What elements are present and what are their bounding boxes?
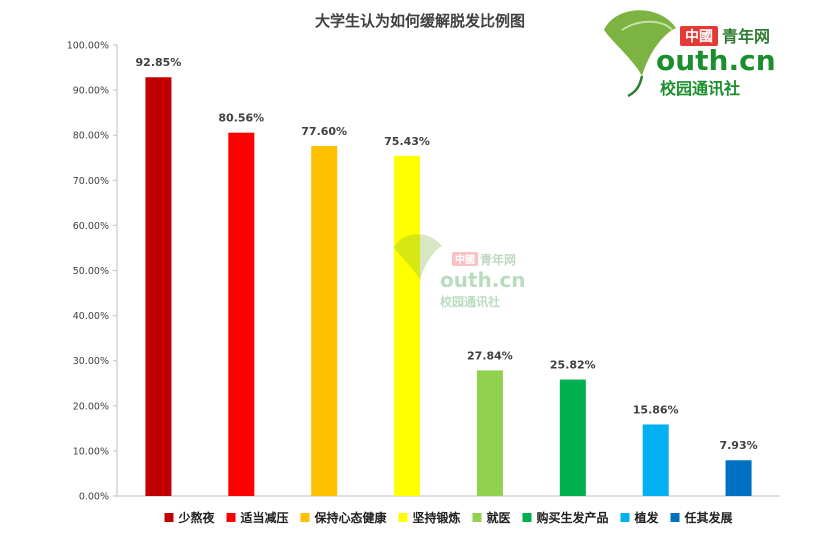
logo-subtitle: 校园通讯社: [660, 79, 740, 98]
legend-swatch: [300, 513, 310, 522]
data-label: 25.82%: [550, 359, 596, 372]
logo-china: 中國: [685, 28, 713, 45]
data-label: 7.93%: [719, 439, 757, 452]
bar-series: 92.85% 80.56% 77.60% 75.43% 27.84% 25.82% 15.8…: [136, 56, 758, 497]
data-label: 80.56%: [218, 112, 264, 125]
legend-swatch: [226, 513, 236, 522]
ginkgo-leaf-icon: [604, 10, 676, 76]
logo-domain: outh.cn: [656, 44, 776, 77]
bar: [725, 460, 752, 496]
legend-swatch: [522, 513, 532, 522]
y-tick-label: 100.00%: [67, 41, 109, 52]
y-tick-label: 90.00%: [73, 86, 109, 97]
logo-brand-name: 青年网: [722, 27, 770, 46]
youth-logo: 中國 青年网 outh.cn 校园通讯社: [604, 10, 776, 98]
legend-label: 就医: [487, 510, 511, 525]
data-label: 27.84%: [467, 349, 513, 362]
legend-swatch: [620, 513, 630, 522]
y-tick-label: 20.00%: [73, 401, 109, 412]
legend-label: 保持心态健康: [314, 510, 388, 525]
ginkgo-leaf-icon: [394, 234, 442, 280]
y-tick-label: 60.00%: [73, 221, 109, 232]
bar: [228, 132, 255, 497]
bar: [559, 379, 586, 496]
legend-label: 坚持锻炼: [413, 510, 461, 525]
bar: [476, 370, 503, 496]
bar: [394, 155, 421, 496]
bar: [642, 424, 669, 496]
legend-label: 植发: [634, 510, 660, 525]
legend-label: 少熬夜: [178, 510, 216, 525]
data-label: 15.86%: [633, 403, 679, 416]
y-tick-label: 80.00%: [73, 131, 109, 142]
y-axis-ticks: 0.00% 10.00% 20.00% 30.00% 40.00% 50.00% 60.00…: [67, 41, 117, 503]
y-tick-label: 70.00%: [73, 176, 109, 187]
legend-swatch: [670, 513, 680, 522]
data-label: 77.60%: [301, 125, 347, 138]
legend-label: 适当减压: [241, 510, 289, 525]
data-label: 92.85%: [136, 56, 182, 69]
legend: 少熬夜 适当减压 保持心态健康 坚持锻炼 就医 购买生发产品 植发 任其发展: [164, 510, 733, 525]
legend-label: 购买生发产品: [537, 510, 609, 525]
y-tick-label: 50.00%: [73, 266, 109, 277]
watermark-china: 中國: [455, 253, 475, 266]
chart-title: 大学生认为如何缓解脱发比例图: [315, 12, 525, 30]
bar: [145, 77, 172, 497]
y-tick-label: 10.00%: [73, 446, 109, 457]
legend-swatch: [164, 513, 174, 522]
y-tick-label: 0.00%: [79, 492, 109, 503]
bar: [311, 146, 338, 497]
y-tick-label: 40.00%: [73, 311, 109, 322]
watermark-subtitle: 校园通讯社: [440, 294, 500, 309]
data-label: 75.43%: [384, 135, 430, 148]
legend-label: 任其发展: [684, 510, 733, 525]
legend-swatch: [472, 513, 482, 522]
y-tick-label: 30.00%: [73, 356, 109, 367]
watermark-brand-name: 青年网: [480, 252, 516, 267]
watermark-domain: outh.cn: [440, 268, 525, 292]
center-watermark: 中國 青年网 outh.cn 校园通讯社: [394, 234, 525, 309]
legend-swatch: [398, 513, 408, 522]
